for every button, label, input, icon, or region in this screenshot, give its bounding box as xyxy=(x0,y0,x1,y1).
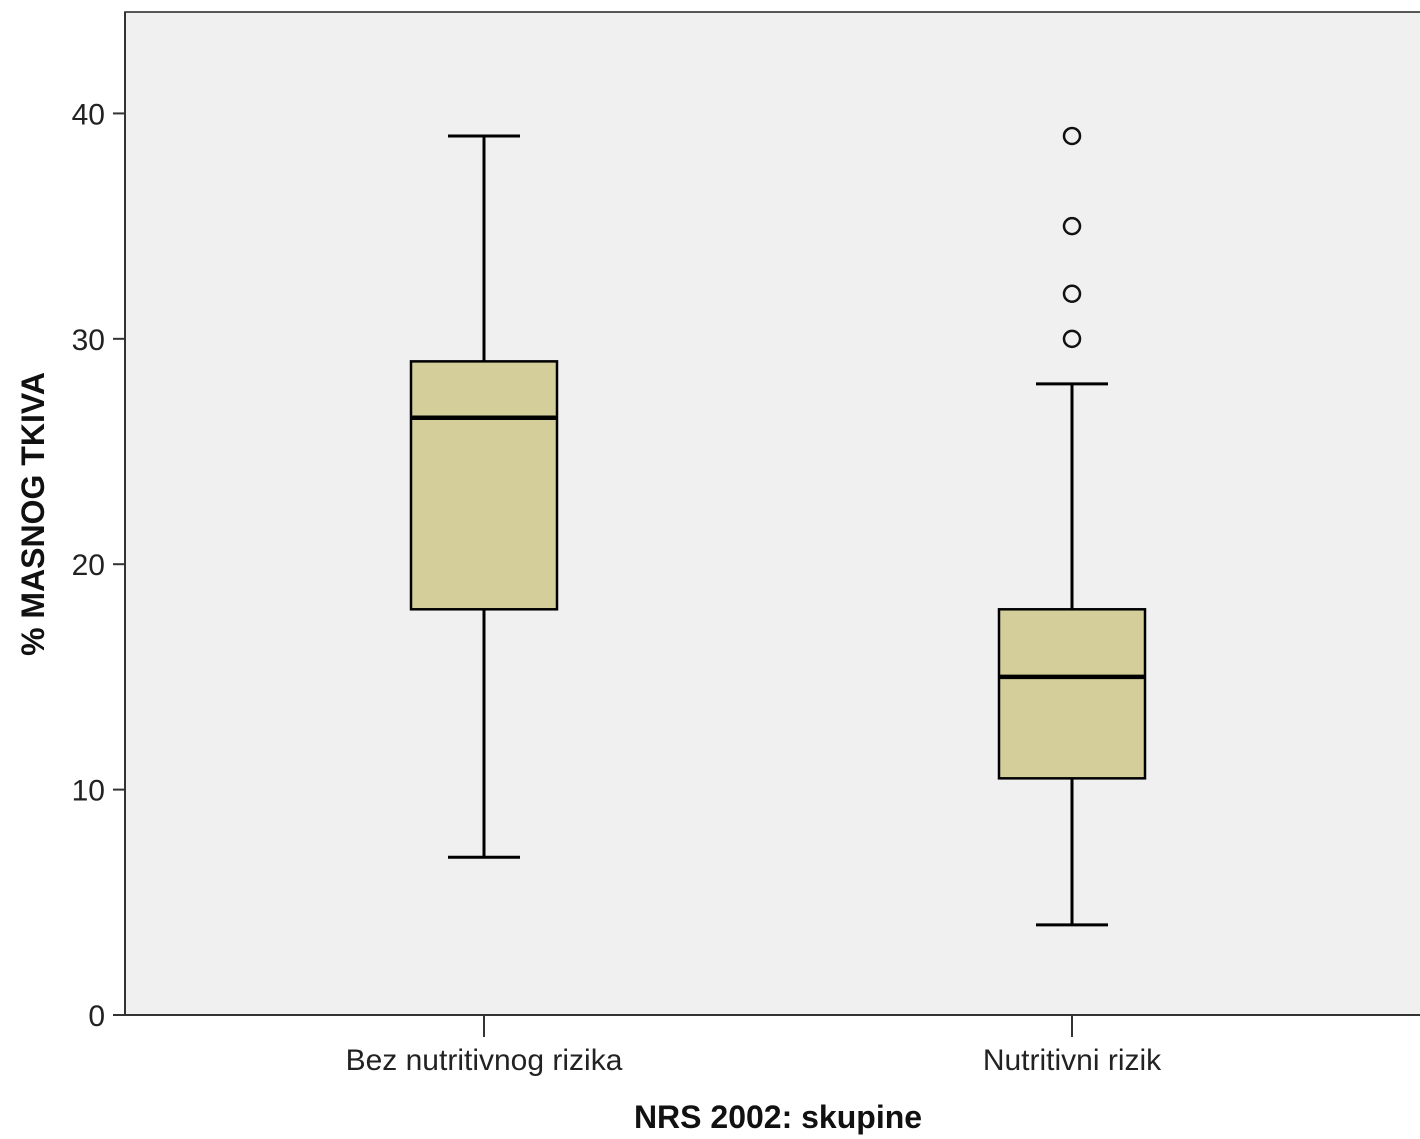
x-axis-title: NRS 2002: skupine xyxy=(634,1099,922,1135)
y-axis-ticks: 0 10 20 30 40 xyxy=(72,98,125,1033)
x-tick-label: Nutritivni rizik xyxy=(983,1044,1162,1077)
outlier-point xyxy=(1062,126,1082,146)
outlier-point xyxy=(1062,329,1082,349)
box-iqr xyxy=(997,608,1147,780)
plot-area xyxy=(124,11,1420,1016)
box-group xyxy=(409,134,559,859)
outlier-point xyxy=(1062,284,1082,303)
y-tick-label: 0 xyxy=(88,1000,105,1033)
y-tick-label: 30 xyxy=(72,324,105,357)
x-axis-categories: Bez nutritivnog rizika Nutritivni rizik xyxy=(346,1015,1162,1077)
boxes xyxy=(409,126,1147,927)
box-group xyxy=(997,126,1147,927)
x-tick-label: Bez nutritivnog rizika xyxy=(346,1044,623,1077)
y-axis-title: % MASNOG TKIVA xyxy=(15,372,51,656)
y-tick-label: 10 xyxy=(72,775,105,808)
box-iqr xyxy=(409,360,559,611)
y-tick-label: 20 xyxy=(72,549,105,582)
outlier-point xyxy=(1062,216,1082,236)
y-tick-label: 40 xyxy=(72,98,105,131)
